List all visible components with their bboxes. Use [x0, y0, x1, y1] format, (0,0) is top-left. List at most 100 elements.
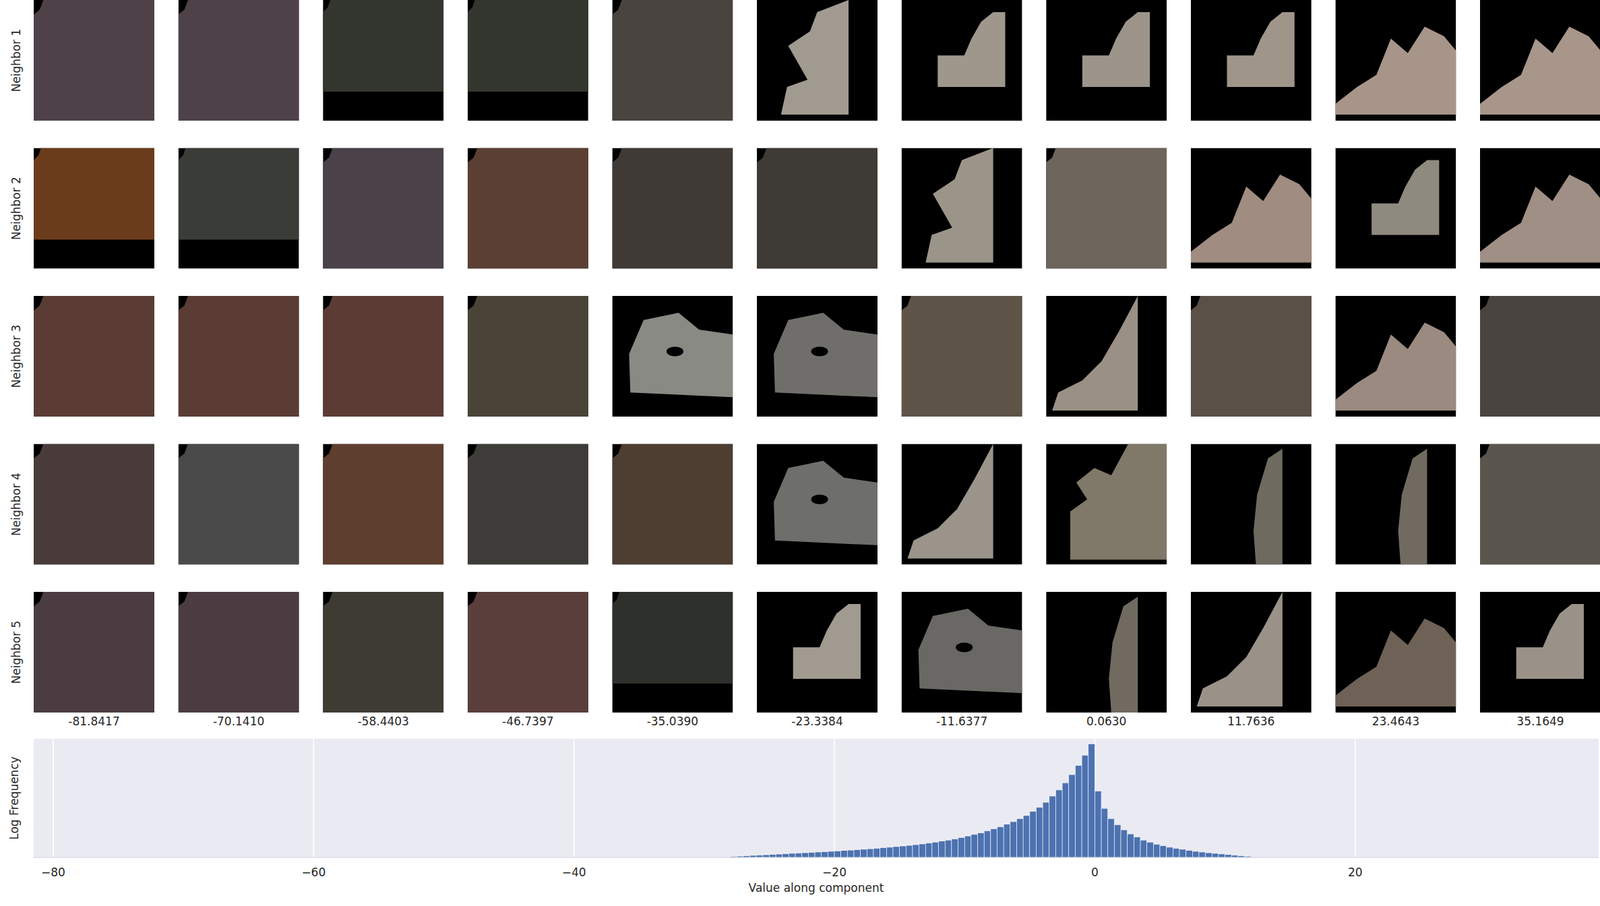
patch [1480, 148, 1600, 269]
patch-region [178, 148, 300, 240]
patch-background [322, 591, 444, 713]
patch [756, 444, 878, 565]
tick-label: −60 [301, 865, 326, 879]
patch [33, 591, 155, 713]
patch [33, 0, 155, 121]
patch [901, 444, 1023, 565]
patch [467, 295, 589, 417]
column-label: -70.1410 [212, 714, 265, 728]
bar [1231, 855, 1239, 858]
patch-background [322, 148, 444, 269]
patch-background [1480, 444, 1600, 565]
bar [997, 826, 1005, 858]
patch-region [1196, 591, 1283, 707]
patch [1045, 444, 1167, 565]
row-label: Neighbor 4 [9, 472, 23, 536]
patch [178, 591, 300, 713]
patch [901, 295, 1023, 417]
patch-background [901, 0, 1023, 121]
patch [1190, 295, 1312, 417]
bar [762, 854, 770, 858]
patch [611, 591, 733, 713]
patch-background [1190, 591, 1312, 713]
column-label: 23.4643 [1372, 714, 1420, 728]
patch-region [611, 0, 733, 121]
bar [1114, 824, 1121, 858]
bar [795, 852, 803, 858]
patch-background [1480, 295, 1600, 417]
patch-region [1480, 26, 1600, 115]
patch-region [1045, 148, 1167, 269]
column-label: -11.6377 [936, 714, 988, 728]
column-label: -46.7397 [502, 714, 554, 728]
x-axis-label: Value along component [748, 880, 885, 895]
patch-region [1335, 618, 1456, 707]
patch-background [611, 295, 733, 417]
patch-region [756, 148, 878, 269]
bar [1218, 853, 1226, 858]
patch [901, 0, 1023, 121]
bar [860, 849, 868, 858]
grid-line [52, 738, 54, 858]
patch-background [1335, 444, 1456, 565]
patch-region [1480, 174, 1600, 263]
patch-background [901, 148, 1023, 269]
patch-grid [33, 0, 1600, 713]
tick-label: 20 [1347, 865, 1363, 879]
patch-region [467, 295, 589, 417]
patch-background [178, 591, 300, 713]
patch-background [33, 591, 155, 713]
patch-region [33, 0, 155, 121]
patch-background [756, 591, 878, 713]
patch-region [33, 591, 155, 713]
patch-region [1335, 26, 1456, 115]
patch-background [322, 444, 444, 565]
patch-region [178, 444, 300, 565]
bar [841, 850, 848, 858]
patch-region [178, 591, 300, 713]
patch-region [1108, 596, 1138, 713]
bar [919, 843, 927, 858]
bar [1140, 839, 1148, 858]
bar [1179, 849, 1187, 858]
bar [990, 828, 998, 858]
patch [611, 0, 733, 121]
bar [886, 847, 894, 858]
patch [467, 148, 589, 269]
column-label: 11.7636 [1227, 714, 1275, 728]
patch-background [467, 591, 589, 713]
patch-background [611, 591, 733, 713]
patch [1190, 0, 1312, 121]
bar [1127, 833, 1135, 858]
patch-region [1082, 12, 1150, 87]
patch-region [467, 591, 589, 713]
patch [322, 295, 444, 417]
bar [899, 845, 907, 858]
bar [1186, 849, 1193, 858]
patch [1045, 295, 1167, 417]
bar [1029, 811, 1037, 858]
patch-region [628, 312, 733, 397]
patch-background [901, 295, 1023, 417]
patch-region [937, 12, 1005, 87]
patch-region [322, 444, 444, 565]
bar [925, 843, 933, 858]
patch-background [178, 0, 300, 121]
patch-background [1190, 0, 1312, 121]
patch [178, 295, 300, 417]
bar [847, 849, 854, 858]
patch [1190, 444, 1312, 565]
patch-background [178, 444, 300, 565]
y-axis-label: Log Frequency [7, 756, 21, 840]
bar [768, 853, 776, 858]
patch-region [1052, 295, 1138, 411]
grid-line [313, 738, 315, 858]
bar [1062, 782, 1069, 858]
bar [802, 852, 809, 858]
patch-region [1070, 444, 1167, 561]
bar [951, 839, 959, 858]
tick-label: −40 [562, 865, 587, 879]
column-label: -23.3384 [791, 714, 843, 728]
patch [611, 444, 733, 565]
patch-background [178, 295, 300, 417]
